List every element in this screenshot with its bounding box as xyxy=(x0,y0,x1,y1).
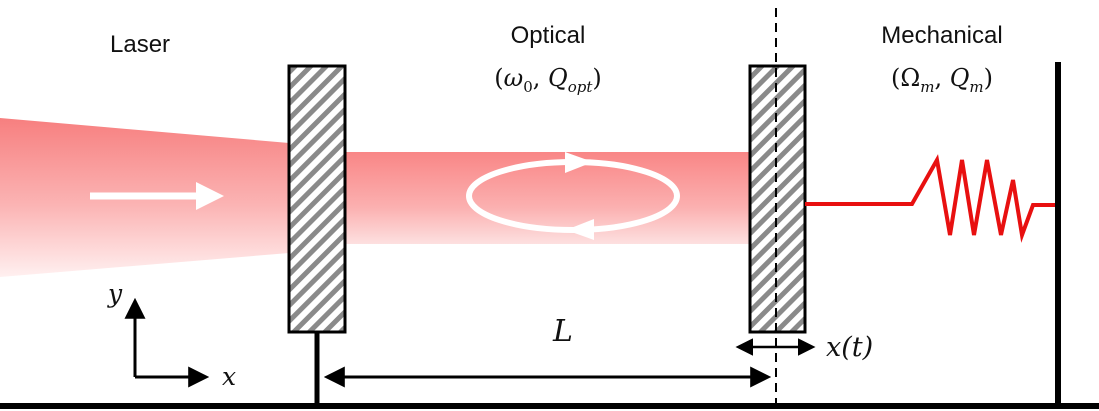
coordinate-axes xyxy=(124,297,210,388)
circulation-loop-icon xyxy=(466,152,680,240)
optical-params: (ω0, Qopt) xyxy=(494,64,602,96)
movable-mirror xyxy=(748,64,807,334)
mechanical-spring xyxy=(805,154,1058,243)
input-mirror xyxy=(287,64,347,334)
cavity-length-label: L xyxy=(552,314,573,349)
displacement-label: x(t) xyxy=(826,332,873,363)
x-axis-label: x xyxy=(222,362,236,391)
laser-label: Laser xyxy=(110,31,170,58)
mechanical-title: Mechanical xyxy=(881,22,1002,49)
y-axis-label: y xyxy=(107,279,123,308)
laser-direction-arrow xyxy=(90,182,224,210)
optical-title: Optical xyxy=(511,22,586,49)
mechanical-params: (Ωm, Qm) xyxy=(891,64,993,96)
